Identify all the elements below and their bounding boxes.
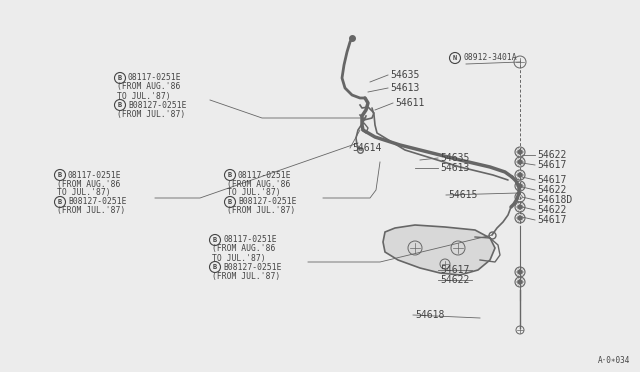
Text: B: B [228,172,232,178]
Text: (FROM JUL.'87): (FROM JUL.'87) [117,109,185,119]
Text: 54622: 54622 [537,205,566,215]
Text: B: B [228,199,232,205]
Circle shape [518,160,522,164]
Text: 08117-0251E: 08117-0251E [223,235,276,244]
Circle shape [518,205,522,209]
Text: 54613: 54613 [390,83,419,93]
Text: B08127-0251E: B08127-0251E [128,100,186,109]
Text: 08117-0251E: 08117-0251E [128,74,182,83]
Text: B08127-0251E: B08127-0251E [68,198,127,206]
Text: 54617: 54617 [537,160,566,170]
Text: 54618D: 54618D [537,195,572,205]
Text: B: B [213,237,217,243]
Text: (FROM AUG.'86: (FROM AUG.'86 [227,180,291,189]
Text: (FROM JUL.'87): (FROM JUL.'87) [212,272,280,280]
Text: 54622: 54622 [537,185,566,195]
Circle shape [518,280,522,284]
Text: 54617: 54617 [537,175,566,185]
Text: TO JUL.'87): TO JUL.'87) [57,189,111,198]
Text: B08127-0251E: B08127-0251E [223,263,282,272]
Text: B: B [58,172,62,178]
Text: 54618: 54618 [415,310,444,320]
Text: 54613: 54613 [440,163,469,173]
Text: 54615: 54615 [448,190,477,200]
Text: 54614: 54614 [352,143,381,153]
Text: (FROM AUG.'86: (FROM AUG.'86 [117,83,180,92]
Text: TO JUL.'87): TO JUL.'87) [212,253,266,263]
Text: 54635: 54635 [390,70,419,80]
Polygon shape [383,225,495,275]
Text: (FROM AUG.'86: (FROM AUG.'86 [57,180,120,189]
Circle shape [518,173,522,177]
Text: (FROM JUL.'87): (FROM JUL.'87) [227,206,295,215]
Text: N: N [453,55,457,61]
Text: B: B [118,102,122,108]
Text: A·0∗034: A·0∗034 [598,356,630,365]
Text: 54611: 54611 [395,98,424,108]
Text: TO JUL.'87): TO JUL.'87) [227,189,280,198]
Circle shape [518,216,522,220]
Text: (FROM AUG.'86: (FROM AUG.'86 [212,244,275,253]
Circle shape [518,270,522,274]
Text: B: B [58,199,62,205]
Text: B08127-0251E: B08127-0251E [238,198,296,206]
Text: (FROM JUL.'87): (FROM JUL.'87) [57,206,125,215]
Text: 08117-0251E: 08117-0251E [238,170,292,180]
Circle shape [518,184,522,188]
Text: TO JUL.'87): TO JUL.'87) [117,92,171,100]
Circle shape [518,150,522,154]
Text: 54622: 54622 [440,275,469,285]
Text: 54622: 54622 [537,150,566,160]
Text: B: B [118,75,122,81]
Text: 54617: 54617 [537,215,566,225]
Text: 08117-0251E: 08117-0251E [68,170,122,180]
Text: 08912-3401A: 08912-3401A [463,54,516,62]
Text: 54635: 54635 [440,153,469,163]
Text: 54617: 54617 [440,265,469,275]
Text: B: B [213,264,217,270]
